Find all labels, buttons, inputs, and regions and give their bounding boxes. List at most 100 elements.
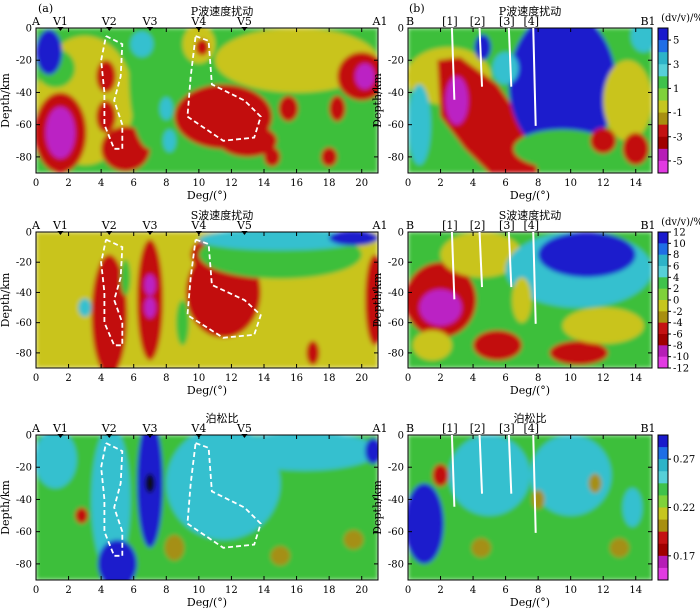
colorbar-1: 5 3 1 -1 -3 -5 (dv/v)/% (657, 13, 700, 174)
profile-start-label: B (406, 422, 414, 435)
colorbar-swatch (658, 334, 668, 346)
anomaly-blob (432, 464, 449, 487)
colorbar-tick-label: 1 (673, 84, 679, 95)
x-tick-label: 2 (65, 585, 71, 596)
anomaly-blob (473, 330, 522, 361)
colorbar-tick-label: 6 (673, 262, 679, 273)
anomaly-blob (218, 124, 278, 157)
x-tick-label: 2 (437, 373, 443, 384)
anomaly-blob (130, 31, 154, 57)
volcano-label: V3 (142, 15, 158, 28)
anomaly-blob (492, 52, 519, 85)
volcano-label: V4 (190, 219, 206, 232)
x-tick-label: 14 (258, 373, 271, 384)
x-axis-label: Deg/(°) (187, 189, 227, 202)
anomaly-blob (96, 60, 116, 93)
colorbar-tick-label: 5 (673, 36, 679, 47)
colorbar-swatch (658, 52, 668, 65)
colorbar-swatch (658, 266, 668, 278)
x-tick-label: 4 (98, 178, 104, 189)
y-tick-label: -60 (16, 120, 32, 131)
anomaly-blob (445, 76, 469, 125)
y-tick-label: 0 (26, 228, 32, 239)
anomaly-blob (91, 254, 128, 368)
x-tick-label: 12 (225, 585, 238, 596)
volcano-marker-icon (241, 434, 248, 438)
anomaly-blob (512, 277, 532, 323)
anomaly-blob (321, 147, 338, 167)
y-tick-label: -40 (16, 88, 32, 99)
fault-line (532, 27, 537, 126)
colorbar-tick-label: -6 (673, 330, 683, 341)
anomaly-blob (603, 60, 652, 141)
fault-line (507, 27, 513, 87)
y-tick-label: -80 (16, 559, 32, 570)
y-tick-label: -80 (16, 152, 32, 163)
panel-s-right: 0 2 4 6 8 10 12 14 0 -20 -40 -60 -80 Deg/(°) Depth/km S… (371, 208, 656, 397)
anomaly-blob (609, 538, 630, 558)
volcano-label: V2 (101, 422, 117, 435)
y-axis-label: Depth/km (0, 480, 12, 535)
volcano-marker-icon (57, 27, 64, 31)
colorbar-tick-label: -1 (673, 108, 683, 119)
anomaly-blob (408, 483, 444, 564)
colorbar-swatch (658, 288, 668, 301)
anomaly-blob (530, 435, 612, 516)
anomaly-blob (306, 340, 320, 365)
fault-line (478, 231, 484, 288)
anomaly-outline-dashed (186, 238, 262, 339)
panel-title: 泊松比 (206, 411, 239, 425)
y-tick-label: -60 (388, 318, 404, 329)
anomaly-blob (78, 298, 92, 317)
anomaly-blob (630, 28, 652, 53)
colorbar-swatch (658, 495, 668, 508)
x-tick-label: 8 (163, 585, 169, 596)
y-tick-label: -60 (388, 527, 404, 538)
anomaly-blob (513, 129, 612, 169)
y-tick-label: -20 (16, 258, 32, 269)
colorbar-tick-label: -12 (673, 364, 689, 375)
x-tick-label: 6 (502, 373, 508, 384)
panel-title: S波速度扰动 (499, 208, 562, 222)
panel-title: 泊松比 (514, 411, 547, 425)
x-tick-label: 8 (163, 373, 169, 384)
anomaly-blob (448, 435, 530, 516)
volcano-marker-icon (195, 434, 202, 438)
y-tick-label: -80 (388, 348, 404, 359)
fault-label: [4] (523, 15, 539, 28)
anomaly-blob (549, 340, 609, 365)
anomaly-blob (474, 34, 491, 61)
panel-label-a: (a) (38, 2, 53, 15)
y-tick-label: 0 (398, 431, 404, 442)
panel-label-b: (b) (409, 2, 425, 15)
panel-v-left: 0 2 4 6 8 10 12 14 16 18 20 0 -20 -40 -60 -80 Deg/(°) Dep… (0, 411, 387, 608)
y-tick-label: -60 (388, 120, 404, 131)
anomaly-blob (364, 438, 378, 464)
colorbar-swatch (658, 356, 668, 369)
y-tick-label: -40 (388, 288, 404, 299)
volcano-label: V1 (52, 15, 68, 28)
x-tick-label: 0 (405, 373, 411, 384)
colorbar-swatch (658, 100, 668, 114)
x-tick-label: 8 (163, 178, 169, 189)
fault-label: [1] (442, 15, 458, 28)
colorbar-swatch (658, 322, 668, 335)
anomaly-blob (622, 488, 643, 527)
colorbar-swatch (658, 232, 668, 244)
anomaly-blob (36, 29, 63, 75)
colorbar-label: (dv/v)/% (661, 13, 700, 24)
volcano-label: V1 (52, 219, 68, 232)
volcano-label: V2 (101, 15, 117, 28)
anomaly-blob (36, 435, 77, 489)
fault-label: [2] (470, 422, 486, 435)
anomaly-blob (128, 28, 172, 149)
y-tick-label: 0 (26, 431, 32, 442)
x-tick-label: 2 (65, 178, 71, 189)
x-tick-label: 10 (192, 373, 205, 384)
panel-field (408, 28, 652, 173)
colorbar-swatch (658, 447, 668, 460)
panel-s-left: 0 2 4 6 8 10 12 14 16 18 20 0 -20 -40 -60 -80 Deg/(°) Dep… (0, 208, 387, 397)
x-tick-label: 2 (437, 178, 443, 189)
colorbar-swatch (658, 555, 668, 569)
